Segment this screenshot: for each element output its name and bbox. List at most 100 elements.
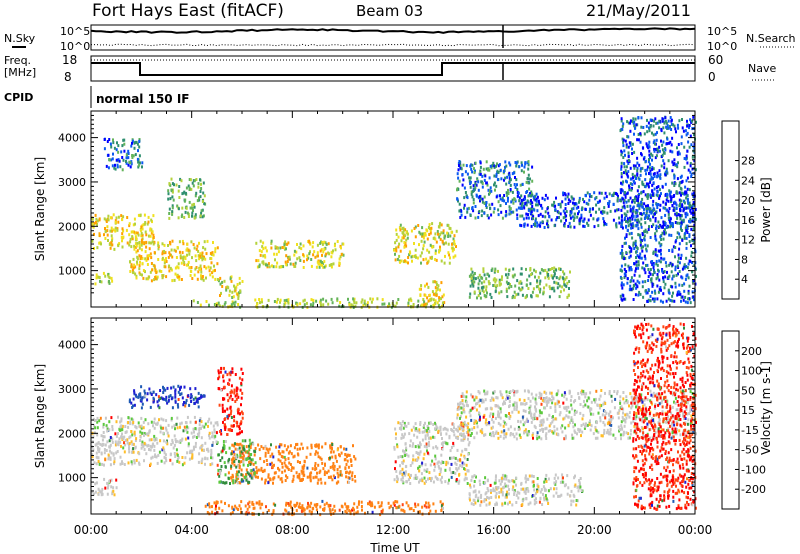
heatmap-cell-0 bbox=[134, 425, 137, 429]
heatmap-cell-3 bbox=[138, 241, 141, 244]
heatmap-cell-10 bbox=[465, 194, 468, 198]
heatmap-cell-13 bbox=[629, 119, 632, 123]
heatmap-cell-6 bbox=[262, 241, 265, 245]
heatmap-cell-5 bbox=[245, 475, 248, 479]
heatmap-cell-13 bbox=[652, 167, 655, 171]
heatmap-cell-13 bbox=[694, 168, 697, 172]
heatmap-cell-3 bbox=[156, 275, 159, 279]
heatmap-cell-13 bbox=[670, 119, 673, 123]
heatmap-cell-6 bbox=[279, 265, 282, 269]
heatmap-cell-2 bbox=[156, 400, 159, 404]
heatmap-cell-3 bbox=[182, 255, 185, 259]
heatmap-cell-13 bbox=[660, 164, 663, 168]
heatmap-cell-7 bbox=[464, 472, 467, 476]
heatmap-cell-3 bbox=[203, 265, 206, 269]
heatmap-cell-7 bbox=[434, 475, 437, 479]
heatmap-cell-12 bbox=[565, 210, 568, 214]
heatmap-cell-2 bbox=[118, 159, 121, 163]
heatmap-cell-11 bbox=[492, 278, 495, 282]
heatmap-cell-2 bbox=[131, 154, 134, 157]
heatmap-cell-12 bbox=[656, 206, 659, 209]
heatmap-cell-12 bbox=[530, 208, 533, 212]
heatmap-cell-0 bbox=[151, 445, 153, 449]
heatmap-cell-6 bbox=[281, 246, 284, 249]
heatmap-cell-12 bbox=[523, 206, 526, 210]
heatmap-cell-4 bbox=[315, 450, 318, 454]
heatmap-cell-13 bbox=[665, 125, 668, 129]
heatmap-cell-13 bbox=[660, 288, 662, 292]
heatmap-cell-13 bbox=[659, 173, 662, 177]
heatmap-cell-13 bbox=[656, 275, 659, 279]
heatmap-cell-3 bbox=[145, 277, 148, 281]
heatmap-cell-5 bbox=[237, 297, 240, 300]
heatmap-cell-1 bbox=[103, 217, 106, 221]
heatmap-cell-13 bbox=[644, 178, 647, 182]
heatmap-cell-12 bbox=[579, 217, 582, 221]
heatmap-cell-4 bbox=[329, 465, 332, 469]
heatmap-cell-4 bbox=[240, 468, 243, 472]
heatmap-cell-10 bbox=[474, 182, 477, 186]
heatmap-cell-0 bbox=[143, 432, 146, 436]
heatmap-cell-13 bbox=[640, 246, 643, 250]
heatmap-cell-5 bbox=[228, 289, 231, 293]
heatmap-cell-11 bbox=[549, 268, 552, 271]
heatmap-cell-0 bbox=[155, 455, 158, 459]
heatmap-cell-13 bbox=[685, 236, 688, 240]
heatmap-cell-8 bbox=[429, 243, 432, 247]
heatmap-cell-8 bbox=[448, 261, 451, 265]
heatmap-cell-3 bbox=[140, 240, 143, 244]
heatmap-cell-4 bbox=[269, 478, 272, 482]
heatmap-cell-2 bbox=[169, 394, 172, 398]
heatmap-cell-3 bbox=[180, 278, 183, 281]
heatmap-cell-3 bbox=[229, 412, 232, 416]
heatmap-cell-11 bbox=[519, 280, 522, 284]
heatmap-cell-6 bbox=[288, 503, 291, 507]
heatmap-cell-13 bbox=[645, 291, 648, 295]
heatmap-cell-7 bbox=[452, 456, 455, 460]
heatmap-cell-5 bbox=[238, 281, 241, 285]
heatmap-cell-5 bbox=[246, 457, 249, 460]
heatmap-cell-0 bbox=[115, 451, 118, 455]
heatmap-cell-2 bbox=[160, 396, 163, 400]
heatmap-cell-4 bbox=[183, 216, 186, 219]
heatmap-cell-13 bbox=[652, 262, 655, 265]
heatmap-cell-8 bbox=[393, 248, 396, 252]
heatmap-cell-13 bbox=[682, 209, 685, 213]
heatmap-cell-7 bbox=[427, 427, 430, 430]
heatmap-cell-0 bbox=[201, 443, 204, 447]
heatmap-cell-5 bbox=[219, 459, 222, 462]
heatmap-cell-4 bbox=[283, 469, 286, 473]
heatmap-cell-7 bbox=[363, 301, 366, 305]
heatmap-cell-5 bbox=[221, 449, 224, 453]
heatmap-cell-11 bbox=[562, 270, 564, 274]
heatmap-cell-13 bbox=[620, 219, 623, 223]
heatmap-cell-8 bbox=[439, 232, 442, 236]
heatmap-cell-8 bbox=[402, 236, 405, 240]
heatmap-cell-6 bbox=[306, 254, 309, 258]
heatmap-cell-10 bbox=[518, 196, 521, 200]
heatmap-cell-13 bbox=[676, 236, 679, 240]
heatmap-cell-10 bbox=[510, 210, 513, 214]
heatmap-cell-12 bbox=[537, 214, 540, 218]
heatmap-cell-11 bbox=[488, 282, 491, 286]
heatmap-cell-0 bbox=[107, 457, 110, 461]
heatmap-cell-6 bbox=[324, 264, 327, 268]
heatmap-cell-11 bbox=[505, 287, 508, 291]
heatmap-cell-4 bbox=[350, 474, 353, 478]
heatmap-cell-13 bbox=[632, 209, 635, 213]
heatmap-cell-7 bbox=[462, 438, 465, 442]
heatmap-cell-12 bbox=[525, 216, 528, 220]
heatmap-cell-7 bbox=[266, 304, 269, 308]
heatmap-cell-12 bbox=[537, 199, 540, 203]
heatmap-cell-13 bbox=[639, 252, 642, 256]
heatmap-cell-13 bbox=[642, 190, 645, 194]
heatmap-cell-11 bbox=[529, 282, 532, 286]
heatmap-cell-6 bbox=[307, 503, 310, 507]
heatmap-cell-3 bbox=[214, 268, 216, 272]
heatmap-cell-13 bbox=[661, 117, 664, 121]
heatmap-cell-13 bbox=[655, 259, 658, 263]
heatmap-cell-6 bbox=[324, 254, 327, 258]
heatmap-cell-3 bbox=[155, 271, 158, 275]
heatmap-cell-0 bbox=[162, 418, 165, 422]
heatmap-cell-13 bbox=[683, 289, 686, 293]
